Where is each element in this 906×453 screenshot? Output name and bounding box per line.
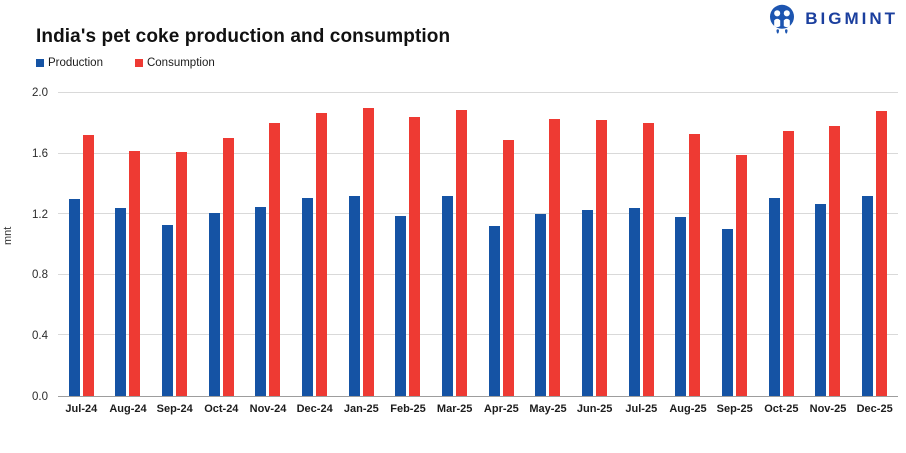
- gridline: [58, 213, 898, 215]
- bar-production-oct-25: [768, 197, 780, 396]
- bigmint-logo-icon: [764, 3, 800, 35]
- bar-consumption-nov-24: [269, 123, 281, 396]
- bar-group-dec-25: Dec-25: [851, 93, 898, 415]
- bar-group-dec-24: Dec-24: [291, 93, 338, 415]
- bar-group-nov-25: Nov-25: [805, 93, 852, 415]
- gridline: [58, 152, 898, 154]
- bar-consumption-aug-25: [689, 133, 701, 396]
- bar-production-sep-25: [722, 229, 734, 396]
- y-tick-label: 1.6: [32, 147, 48, 160]
- bar-production-may-25: [535, 214, 547, 396]
- legend-label: Production: [48, 57, 103, 69]
- bar-consumption-jul-25: [642, 123, 654, 396]
- y-tick-label: 0.0: [32, 391, 48, 403]
- bar-consumption-nov-25: [829, 126, 841, 396]
- bar-production-aug-25: [675, 217, 687, 396]
- x-tick-label: Jul-24: [65, 403, 98, 415]
- bar-group-jan-25: Jan-25: [338, 93, 385, 415]
- bar-consumption-jan-25: [362, 108, 374, 396]
- bar-production-apr-25: [488, 226, 500, 396]
- x-tick-label: Jan-25: [343, 403, 379, 415]
- bar-production-feb-25: [395, 215, 407, 396]
- legend-label: Consumption: [146, 57, 215, 69]
- x-tick-label: Sep-24: [156, 403, 193, 415]
- brand-logo: BIGMINT: [764, 3, 898, 35]
- bar-group-sep-25: Sep-25: [711, 93, 758, 415]
- brand-name: BIGMINT: [805, 9, 898, 28]
- bar-consumption-oct-25: [782, 130, 794, 396]
- gridline: [58, 334, 898, 336]
- bar-group-nov-24: Nov-24: [245, 93, 292, 415]
- x-tick-label: Apr-25: [483, 403, 519, 415]
- bar-consumption-dec-24: [316, 112, 328, 396]
- x-tick-label: May-25: [529, 403, 567, 415]
- bar-production-nov-25: [815, 203, 827, 396]
- bar-group-mar-25: Mar-25: [431, 93, 478, 415]
- bar-consumption-may-25: [549, 118, 561, 396]
- bar-consumption-sep-24: [176, 152, 188, 396]
- y-tick-label: 2.0: [32, 87, 48, 99]
- bar-production-dec-25: [862, 196, 874, 396]
- x-tick-label: Sep-25: [716, 403, 753, 415]
- bar-consumption-feb-25: [409, 117, 421, 396]
- x-tick-label: Nov-25: [809, 403, 847, 415]
- bar-group-feb-25: Feb-25: [385, 93, 432, 415]
- bar-consumption-oct-24: [222, 138, 234, 396]
- x-tick-label: Oct-25: [764, 403, 799, 415]
- bar-consumption-mar-25: [456, 109, 468, 396]
- gridline: [58, 92, 898, 93]
- bar-production-jul-25: [628, 208, 640, 396]
- bar-group-may-25: May-25: [525, 93, 572, 415]
- y-axis-ticks: 0.0 0.4 0.8 1.2 1.6 2.0: [18, 87, 48, 403]
- bar-production-dec-24: [302, 197, 314, 396]
- x-tick-label: Dec-25: [856, 403, 893, 415]
- bar-consumption-jul-24: [82, 135, 94, 396]
- x-tick-label: Aug-25: [669, 403, 707, 415]
- bar-production-aug-24: [115, 208, 127, 396]
- x-tick-label: Aug-24: [109, 403, 147, 415]
- bar-group-aug-24: Aug-24: [105, 93, 152, 415]
- legend-item-consumption: Consumption: [134, 57, 215, 69]
- bar-production-jul-24: [68, 199, 80, 396]
- bar-production-oct-24: [208, 212, 220, 396]
- bar-production-mar-25: [442, 196, 454, 396]
- bar-consumption-apr-25: [502, 139, 514, 396]
- bar-production-nov-24: [255, 206, 267, 396]
- legend-swatch-consumption: [134, 59, 143, 67]
- y-tick-label: 0.4: [32, 330, 48, 343]
- y-axis-label: mnt: [2, 226, 14, 245]
- bar-group-jun-25: Jun-25: [571, 93, 618, 415]
- plot-area: Jul-24 Aug-24 Sep-24 Oct-24 Nov-24 Dec-24 Jan-…: [58, 92, 898, 415]
- bar-group-oct-24: Oct-24: [198, 93, 245, 415]
- bar-production-sep-24: [162, 224, 174, 396]
- chart-title: India's pet coke production and consumpt…: [36, 26, 451, 47]
- bar-consumption-aug-24: [129, 150, 141, 396]
- x-tick-label: Dec-24: [296, 403, 333, 415]
- bar-group-sep-24: Sep-24: [151, 93, 198, 415]
- x-tick-label: Feb-25: [390, 403, 426, 415]
- bar-consumption-dec-25: [876, 111, 888, 396]
- bar-group-jul-24: Jul-24: [58, 93, 105, 415]
- legend-item-production: Production: [36, 57, 103, 69]
- bar-production-jun-25: [582, 209, 594, 396]
- gridline: [58, 273, 898, 275]
- y-tick-label: 0.8: [32, 269, 48, 282]
- x-tick-label: Jun-25: [576, 403, 613, 415]
- bar-consumption-jun-25: [596, 120, 608, 396]
- bar-production-jan-25: [348, 196, 360, 396]
- x-tick-label: Oct-24: [204, 403, 239, 415]
- bar-group-jul-25: Jul-25: [618, 93, 665, 415]
- bar-consumption-sep-25: [736, 155, 748, 396]
- y-tick-label: 1.2: [32, 208, 48, 221]
- x-tick-label: Nov-24: [249, 403, 287, 415]
- legend: Production Consumption: [36, 57, 215, 69]
- x-tick-label: Jul-25: [625, 403, 658, 415]
- legend-swatch-production: [36, 59, 44, 67]
- bar-group-apr-25: Apr-25: [478, 93, 525, 415]
- x-tick-label: Mar-25: [436, 403, 473, 415]
- bar-group-oct-25: Oct-25: [758, 93, 805, 415]
- bar-group-aug-25: Aug-25: [665, 93, 712, 415]
